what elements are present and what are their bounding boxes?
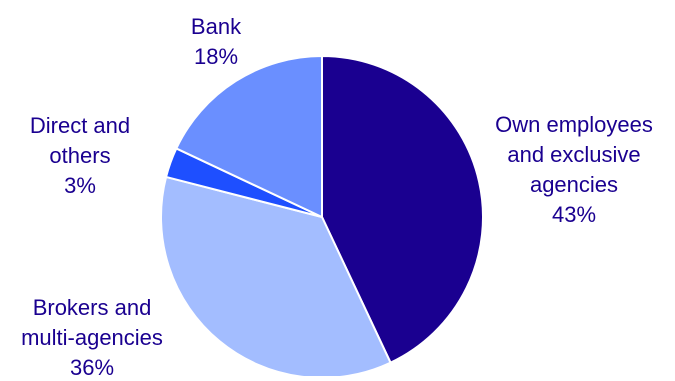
- pie-slice-3: [175, 55, 323, 218]
- slice-name-label: Brokers and: [33, 295, 152, 320]
- slice-label-1: Brokers and multi-agencies 36%: [21, 295, 163, 380]
- slice-value-label: 18%: [194, 44, 238, 69]
- slice-name-label: others: [49, 143, 110, 168]
- slice-name-label: Own employees: [495, 112, 653, 137]
- slice-name-label: and exclusive: [507, 142, 640, 167]
- slice-name-label: agencies: [530, 172, 618, 197]
- pie-slices: [160, 55, 484, 379]
- pie-labels: Own employees and exclusive agencies 43% Bro…: [21, 14, 653, 380]
- slice-label-0: Own employees and exclusive agencies 43%: [495, 112, 653, 227]
- slice-label-2: Direct and others 3%: [30, 113, 130, 198]
- slice-value-label: 3%: [64, 173, 96, 198]
- slice-value-label: 43%: [552, 202, 596, 227]
- pie-slice-0: [321, 55, 484, 364]
- slice-name-label: Direct and: [30, 113, 130, 138]
- slice-name-label: Bank: [191, 14, 242, 39]
- slice-value-label: 36%: [70, 355, 114, 376]
- slice-label-3: Bank 18%: [191, 14, 242, 69]
- slice-name-label: multi-agencies: [21, 325, 163, 350]
